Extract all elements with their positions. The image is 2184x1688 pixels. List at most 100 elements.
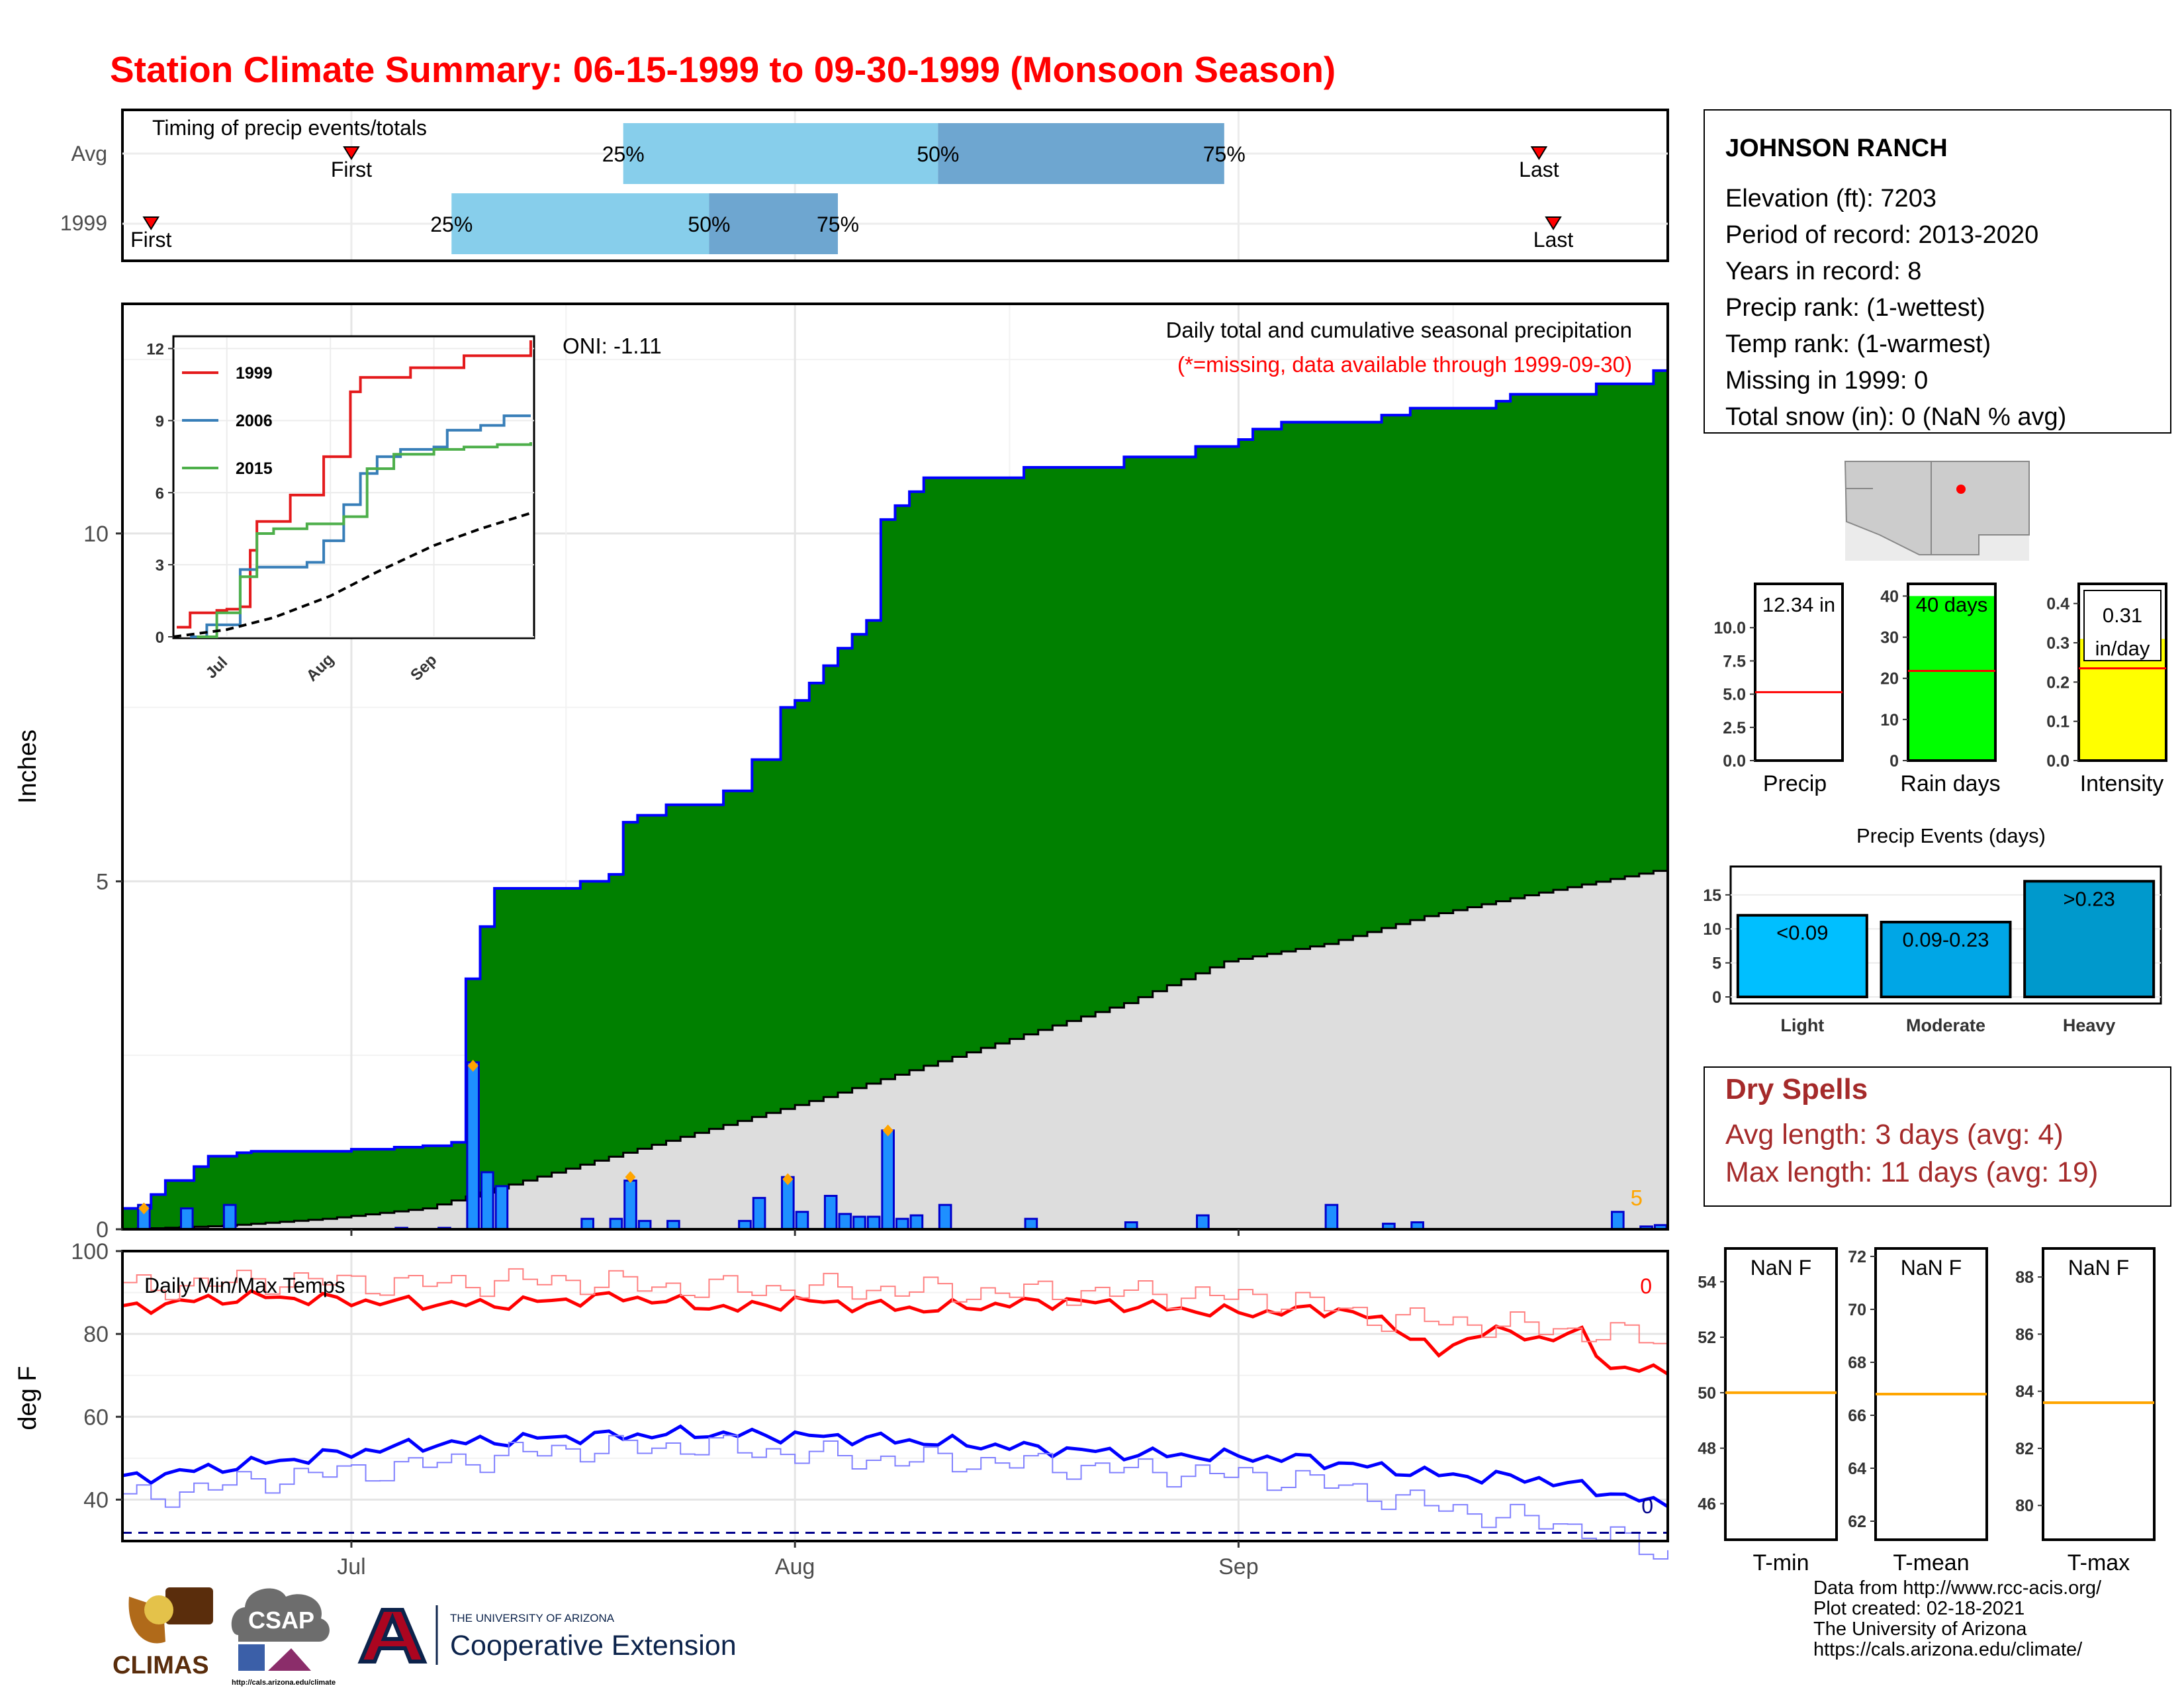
- timing-bar-25-50: [451, 193, 709, 254]
- daily-precip-bar: [179, 1207, 194, 1231]
- temp-box-y-tick-label: 54: [1698, 1273, 1716, 1291]
- credit-line: The University of Arizona: [1813, 1618, 2027, 1640]
- timing-p50-label: 50%: [688, 212, 730, 236]
- month-axis: Jul Aug Sep: [337, 1541, 1259, 1579]
- inset-y-tick-label: 6: [156, 485, 164, 502]
- summary-y-tick-label: 0.1: [2046, 713, 2070, 731]
- summary-frame: [1754, 583, 1844, 762]
- temp-box-frame: [1724, 1247, 1838, 1541]
- csap-logo-text: CSAP: [248, 1607, 314, 1634]
- y-tick-label: 5: [96, 869, 109, 894]
- timing-last-label: Last: [1533, 228, 1574, 252]
- temp-box-y-tick-label: 80: [2015, 1497, 2034, 1515]
- timing-first-label: First: [331, 158, 372, 181]
- ua-line2: Cooperative Extension: [450, 1630, 737, 1662]
- temp-lines: [122, 1268, 1669, 1560]
- temp-box-y-tick-label: 82: [2015, 1440, 2034, 1458]
- temp-box-y-tick-label: 50: [1698, 1384, 1716, 1403]
- station-line: Temp rank: (1-warmest): [1725, 330, 1991, 358]
- precip-frame: [121, 303, 1669, 1231]
- timing-first-marker: [142, 216, 160, 230]
- ua-block-a: [357, 1608, 428, 1664]
- daily-precip-bar: [466, 1061, 480, 1231]
- y-tick-label: 10: [83, 522, 109, 547]
- event-marker: [882, 1124, 893, 1137]
- timing-p75-label: 75%: [1203, 142, 1246, 166]
- precip-y-axis: 0 5 10: [83, 522, 1240, 1243]
- events-category-label: Heavy: [2063, 1015, 2116, 1035]
- temp-y-axis: 40 60 80 100: [71, 1239, 122, 1513]
- summary-y-tick-label: 40: [1880, 587, 1899, 606]
- summary-value-label: 0.31: [2103, 604, 2142, 627]
- summary-x-label: Rain days: [1900, 771, 2000, 796]
- daily-precip-bar: [895, 1217, 909, 1231]
- inset-grid: [173, 338, 534, 637]
- station-line: Total snow (in): 0 (NaN % avg): [1725, 403, 2066, 431]
- timing-first-label: First: [130, 228, 171, 252]
- daily-precip-bar: [580, 1217, 594, 1231]
- station-line: Missing in 1999: 0: [1725, 367, 1928, 395]
- temp-box-frame: [2042, 1247, 2156, 1541]
- inset-legend-label: 2006: [236, 412, 273, 430]
- temp-box-y-tick-label: 86: [2015, 1325, 2034, 1344]
- missing-count-label: 5: [1631, 1186, 1643, 1210]
- y-tick-label: 0: [96, 1217, 109, 1243]
- timing-p50-label: 50%: [917, 142, 959, 166]
- temp-box-y-tick-label: 70: [1848, 1301, 1866, 1319]
- state-outline: [1844, 461, 2030, 555]
- daily-precip-bar: [852, 1215, 866, 1231]
- temp-series-line: [122, 1424, 1669, 1509]
- summary-y-tick-label: 10.0: [1713, 619, 1746, 637]
- station-line: Elevation (ft): 7203: [1725, 185, 1936, 212]
- summary-value-bar: [1755, 596, 1843, 761]
- daily-precip-bar: [1611, 1211, 1625, 1231]
- temp-box-y-tick-label: 64: [1848, 1460, 1866, 1478]
- temp-box-value: NaN F: [1901, 1256, 1962, 1280]
- temp-box-y-tick-label: 68: [1848, 1354, 1866, 1372]
- station-line: Years in record: 8: [1725, 258, 1921, 285]
- inset-y-tick-label: 9: [156, 412, 164, 430]
- inset-series-line: [190, 414, 531, 638]
- summary-x-label: Intensity: [2080, 771, 2164, 796]
- inset-legend-label: 1999: [236, 364, 273, 383]
- temperature-summary-boxes: 46 48 50 52 54 NaN F T-min 62 64 66 68 70 72 NaN F T-m…: [1698, 1247, 2156, 1575]
- daily-precip-bar: [823, 1195, 838, 1231]
- inset-y-tick-label: 0: [156, 629, 164, 647]
- events-bar: [1880, 920, 2012, 999]
- climas-logo-text: CLIMAS: [113, 1652, 209, 1679]
- event-marker: [467, 1059, 478, 1072]
- summary-y-tick-label: 0: [1889, 752, 1899, 771]
- y-tick-label: 100: [71, 1239, 109, 1264]
- inset-series-line: [177, 340, 532, 629]
- y-tick-label: 60: [83, 1405, 109, 1430]
- dry-spells-box: Dry Spells Avg length: 3 days (avg: 4) M…: [1704, 1066, 2171, 1207]
- temp-box-label: T-max: [2068, 1550, 2130, 1575]
- university-of-arizona-logo: THE UNIVERSITY OF ARIZONA Cooperative Ex…: [357, 1605, 737, 1665]
- inset-legend: 1999 2006 2015: [182, 364, 273, 478]
- timing-first-marker: [343, 146, 360, 160]
- timing-title: Timing of precip events/totals: [152, 116, 427, 140]
- timing-bar-25-50: [623, 123, 938, 184]
- summary-unit-label: in/day: [2095, 637, 2150, 660]
- temp-box-y-tick-label: 48: [1698, 1440, 1716, 1458]
- inset-frame: [172, 335, 535, 639]
- climas-emblem: [128, 1597, 165, 1644]
- station-location-dot: [1956, 485, 1966, 494]
- daily-precip-bar: [938, 1203, 952, 1231]
- ua-line1: THE UNIVERSITY OF ARIZONA: [450, 1612, 615, 1624]
- daily-precip-bar: [1324, 1203, 1339, 1231]
- timing-last-label: Last: [1519, 158, 1559, 181]
- events-y-tick-label: 15: [1703, 886, 1721, 905]
- daily-precip-bar: [1024, 1217, 1038, 1231]
- events-bar-label: >0.23: [2063, 887, 2115, 910]
- station-info-box: JOHNSON RANCH Elevation (ft): 7203 Perio…: [1704, 109, 2171, 434]
- temp-title: Daily Min/Max Temps: [144, 1274, 345, 1297]
- timing-p25-label: 25%: [602, 142, 645, 166]
- month-label: Aug: [775, 1554, 815, 1579]
- temp-box-y-tick-label: 84: [2015, 1383, 2034, 1401]
- dry-spells-avg: Avg length: 3 days (avg: 4): [1725, 1119, 2064, 1150]
- temp-box-y-tick-label: 62: [1848, 1513, 1866, 1531]
